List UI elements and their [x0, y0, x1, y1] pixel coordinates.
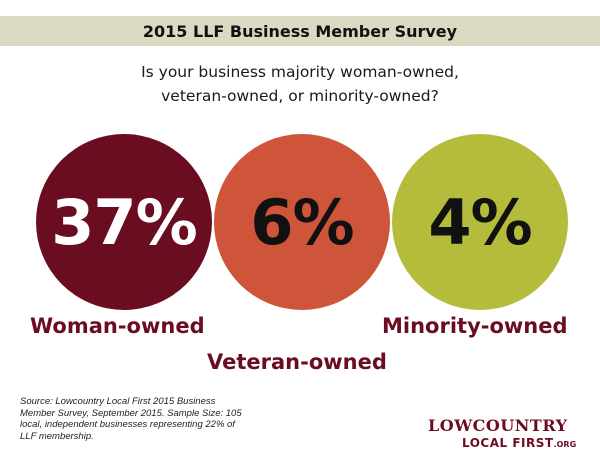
chart-title: 2015 LLF Business Member Survey: [142, 21, 458, 41]
question-line-1: Is your business majority woman-owned,: [141, 63, 459, 81]
value-label-minority-owned: 4%: [428, 185, 532, 259]
question-line-2: veteran-owned, or minority-owned?: [161, 87, 439, 105]
circle-woman-owned: 37%: [36, 134, 212, 310]
title-bar: 2015 LLF Business Member Survey: [0, 16, 600, 46]
llf-logo: LOWCOUNTRY LOCAL FIRST.ORG: [428, 416, 588, 456]
logo-wordmark-bottom: LOCAL FIRST.ORG: [462, 436, 576, 450]
circle-veteran-owned: 6%: [214, 134, 390, 310]
logo-wordmark-top: LOWCOUNTRY: [428, 416, 568, 435]
category-label-woman-owned: Woman-owned: [30, 314, 205, 338]
survey-question: Is your business majority woman-owned, v…: [0, 60, 600, 108]
logo-suffix: .ORG: [553, 440, 577, 449]
source-note: Source: Lowcountry Local First 2015 Busi…: [20, 396, 242, 442]
category-label-minority-owned: Minority-owned: [382, 314, 568, 338]
circle-minority-owned: 4%: [392, 134, 568, 310]
logo-local-first: LOCAL FIRST: [462, 436, 554, 450]
category-label-veteran-owned: Veteran-owned: [207, 350, 387, 374]
value-label-veteran-owned: 6%: [250, 185, 354, 259]
value-label-woman-owned: 37%: [51, 185, 197, 259]
